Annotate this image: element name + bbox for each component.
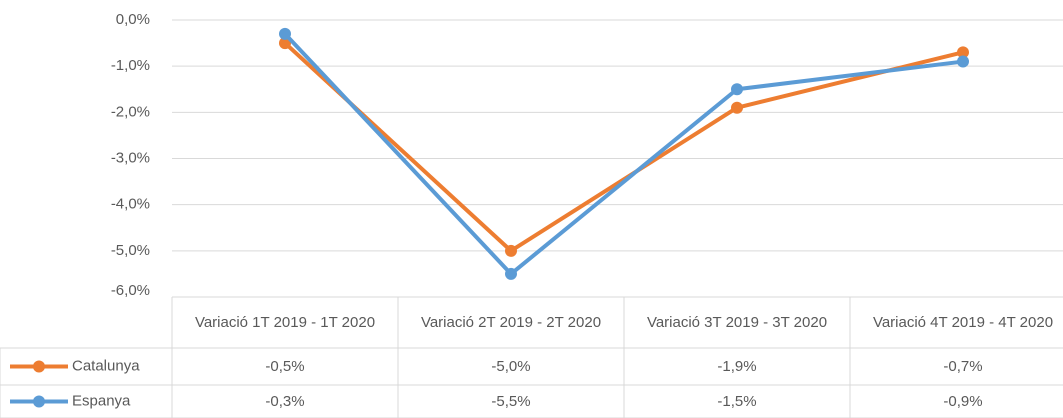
y-tick-label: -3,0% [111, 149, 150, 166]
table-value: -1,9% [717, 357, 757, 375]
table-value: -0,7% [943, 357, 983, 375]
x-tick-label: Variació 1T 2019 - 1T 2020 [194, 313, 376, 331]
series-marker [731, 101, 743, 114]
y-tick-label: -4,0% [111, 196, 150, 213]
series-marker [505, 244, 517, 257]
table-value: -5,5% [491, 392, 531, 410]
table-value: -0,3% [265, 392, 305, 410]
series-marker [505, 267, 517, 280]
y-tick-label: -2,0% [111, 103, 150, 120]
series-marker [957, 55, 969, 68]
legend-label: Catalunya [72, 357, 140, 374]
table-value: -0,9% [943, 392, 983, 410]
series-marker [279, 37, 291, 50]
x-tick-label: Variació 2T 2019 - 2T 2020 [420, 313, 602, 331]
x-tick-label: Variació 3T 2019 - 3T 2020 [646, 313, 828, 331]
y-tick-label: -6,0% [111, 282, 150, 299]
y-tick-label: -5,0% [111, 242, 150, 259]
y-tick-label: -1,0% [111, 57, 150, 74]
x-tick-label: Variació 4T 2019 - 4T 2020 [872, 313, 1054, 331]
series-marker [279, 27, 291, 40]
legend-marker [33, 360, 45, 373]
table-value: -1,5% [717, 392, 757, 410]
legend-label: Espanya [72, 392, 131, 409]
legend-marker [33, 395, 45, 408]
y-tick-label: 0,0% [116, 11, 150, 28]
series-line [283, 32, 964, 276]
table-value: -0,5% [265, 357, 305, 375]
series-marker [957, 46, 969, 59]
table-value: -5,0% [491, 357, 531, 375]
series-marker [731, 83, 743, 96]
